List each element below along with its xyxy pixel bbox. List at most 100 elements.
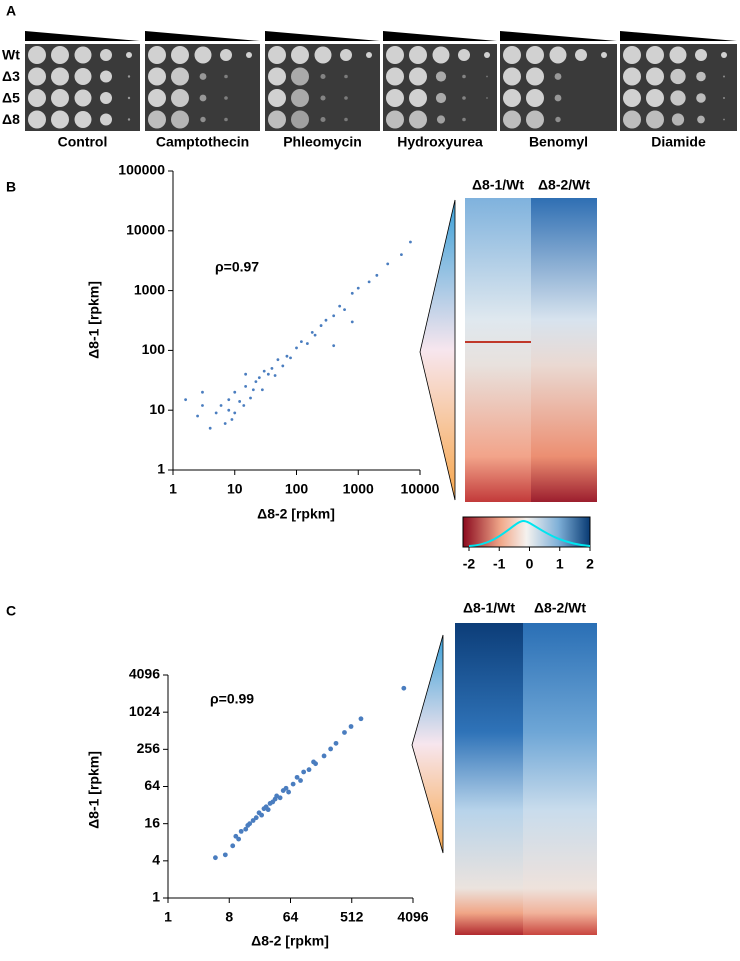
dilution-wedge: [500, 31, 617, 41]
colony-spot: [28, 67, 46, 86]
point: [409, 240, 412, 244]
colony-spot: [484, 52, 490, 58]
colony-spot: [199, 94, 207, 102]
colony-spot: [409, 110, 427, 129]
colony-spot: [554, 94, 562, 102]
colony-spot: [127, 118, 131, 121]
x-axis-title: Δ8-2 [rpkm]: [251, 933, 329, 949]
colony-spot: [127, 96, 131, 100]
point: [227, 398, 231, 402]
y-axis-title: Δ8-1 [rpkm]: [86, 281, 102, 359]
colony-spot: [503, 67, 521, 86]
y-axis-title: Δ8-1 [rpkm]: [86, 751, 102, 829]
colony-spot: [670, 68, 686, 85]
density-curve: [468, 519, 591, 547]
colony-spot: [291, 110, 309, 129]
y-tick-label: 256: [137, 740, 161, 756]
x-tick-label: -1: [493, 556, 506, 572]
colony-spot: [224, 74, 228, 79]
x-tick-label: 64: [283, 909, 299, 925]
strain-label: Δ5: [2, 90, 20, 106]
colony-spot: [200, 116, 206, 123]
colony-spot: [697, 115, 705, 124]
point: [358, 716, 364, 722]
point: [273, 374, 277, 377]
colony-spot: [51, 110, 69, 129]
heatmap-header: Δ8-1/Wt: [463, 600, 515, 616]
colony-spot: [320, 73, 326, 80]
heatmap-b: Δ8-1/Wt Δ8-2/Wt: [419, 177, 597, 502]
colony-spot: [696, 71, 706, 82]
point: [332, 314, 336, 318]
colony-spot: [127, 75, 131, 78]
colony-spot: [220, 49, 232, 61]
y-tick-label: 4: [152, 852, 160, 868]
colony-spot: [366, 52, 372, 58]
point: [253, 815, 259, 821]
colony-spot: [386, 46, 404, 64]
point: [219, 404, 223, 407]
x-tick-label: 2: [586, 556, 594, 572]
point: [251, 388, 255, 392]
colony-spot: [74, 46, 92, 64]
point: [260, 388, 264, 392]
dilution-wedge: [620, 31, 737, 41]
point: [238, 828, 244, 834]
colony-spot: [458, 49, 470, 61]
y-tick-label: 1000: [134, 281, 165, 297]
colony-spot: [386, 110, 404, 129]
colony-spot: [171, 110, 189, 129]
point: [270, 367, 274, 370]
annotation: ρ=0.99: [210, 691, 254, 707]
strain-label: Δ3: [2, 68, 20, 84]
colony-spot: [171, 46, 189, 64]
colony-spot: [340, 49, 352, 61]
colony-spot: [344, 74, 348, 79]
point: [290, 781, 296, 787]
condition-label: Camptothecin: [156, 134, 249, 150]
point: [238, 400, 242, 403]
heatmap-header: Δ8-2/Wt: [534, 600, 586, 616]
point: [247, 821, 253, 827]
condition-label: Hydroxyurea: [397, 134, 483, 150]
colony-spot: [435, 71, 447, 82]
colony-spot: [526, 67, 544, 86]
point: [285, 354, 289, 358]
point: [250, 818, 256, 823]
dilution-wedge: [265, 31, 380, 41]
y-tick-label: 1: [152, 889, 160, 905]
colony-spot: [721, 52, 727, 58]
panel-label: B: [6, 179, 16, 195]
point: [332, 344, 336, 348]
point: [233, 411, 237, 415]
y-tick-label: 16: [144, 814, 160, 830]
point: [367, 280, 371, 284]
point: [298, 778, 303, 783]
heatmap-c: Δ8-1/Wt Δ8-2/Wt: [411, 600, 597, 935]
colony-spot: [148, 110, 166, 129]
colony-spot: [646, 67, 664, 86]
colony-spot: [486, 97, 488, 99]
colony-spot: [503, 110, 521, 129]
colony-spot: [646, 46, 664, 64]
point: [338, 304, 342, 308]
point: [333, 740, 339, 746]
x-tick-label: 10: [227, 481, 243, 497]
colony-spot: [100, 113, 112, 126]
colony-spot: [646, 110, 664, 129]
colony-spot: [623, 110, 641, 129]
colony-spot: [549, 46, 567, 64]
y-tick-label: 100: [142, 341, 166, 357]
colony-spot: [74, 68, 92, 85]
point: [257, 376, 261, 380]
colony-spot: [268, 89, 286, 107]
point: [321, 753, 327, 759]
colony-spot: [171, 67, 189, 86]
colony-spot: [669, 46, 687, 64]
point: [401, 685, 407, 691]
point: [283, 785, 289, 791]
x-axis-title: Δ8-2 [rpkm]: [257, 506, 335, 522]
colony-spot: [503, 46, 521, 64]
colony-spot: [526, 110, 544, 129]
